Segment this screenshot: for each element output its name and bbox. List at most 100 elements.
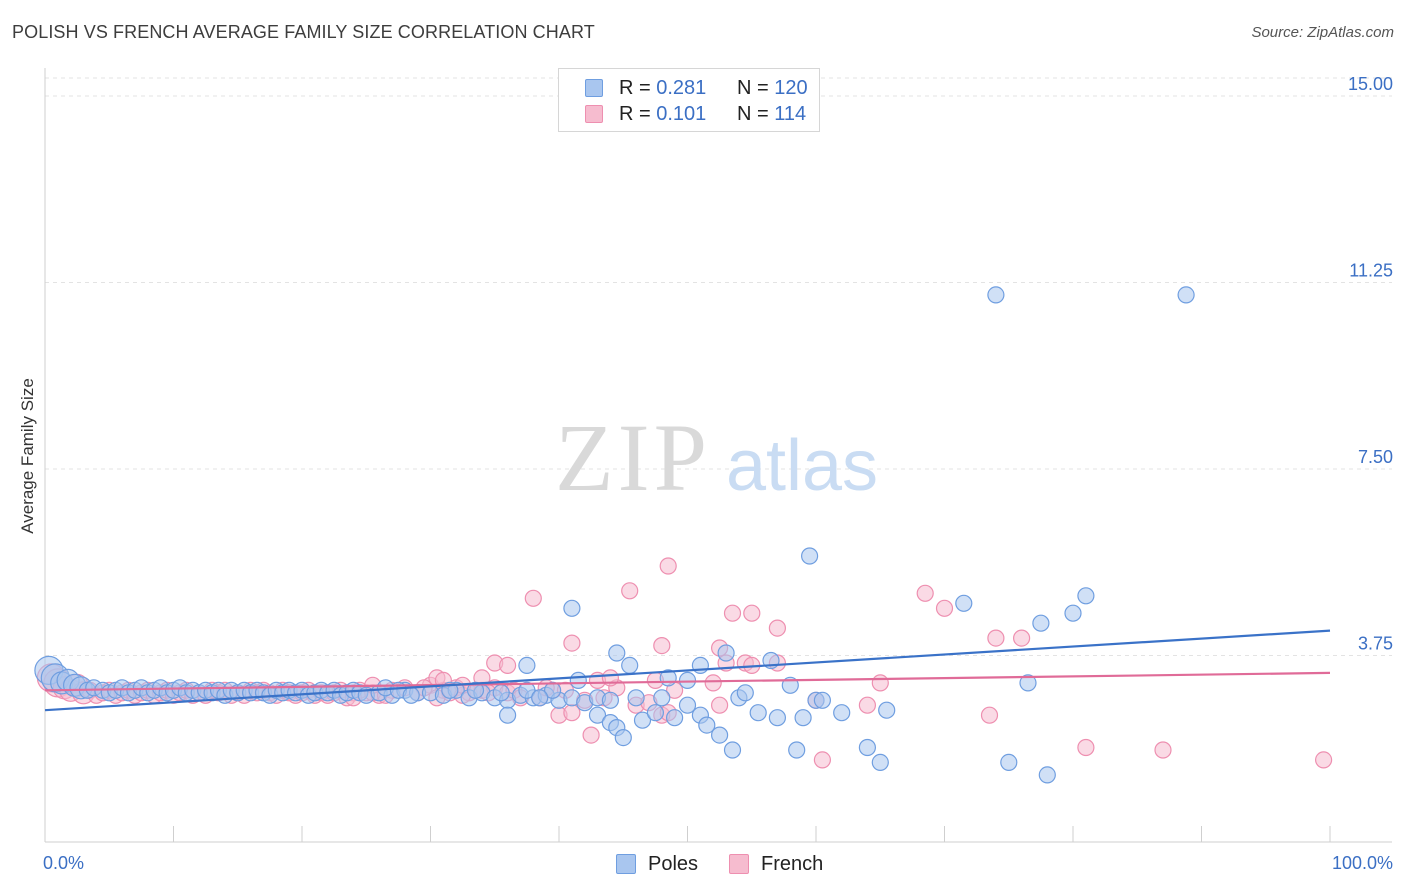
french-point-110 [743, 604, 761, 622]
poles-trend-line [44, 629, 1331, 712]
axes [44, 68, 1392, 843]
poles-point-98 [794, 709, 812, 727]
poles-point-102 [563, 599, 581, 617]
poles-point-108 [717, 644, 735, 662]
french-point-119 [987, 629, 1005, 647]
french-point-106 [621, 582, 639, 600]
poles-point-74 [518, 681, 536, 699]
tick-labels: 3.75 7.50 11.25 15.00 0.0% 100.0% [43, 74, 1393, 873]
french-point-107 [659, 557, 677, 575]
poles-point-115 [878, 701, 896, 719]
french-point-116 [916, 584, 934, 602]
y-tick-label-0: 3.75 [1358, 634, 1393, 654]
french-r-label: R = [619, 102, 651, 125]
french-legend-swatch [729, 854, 749, 874]
french-point-118 [980, 706, 999, 724]
french-r-value: 0.101 [656, 102, 707, 125]
french-point-96 [704, 674, 722, 692]
poles-point-113 [858, 738, 877, 757]
legend-item-french[interactable]: French [729, 852, 823, 876]
french-point-121 [1077, 738, 1095, 757]
poles-n-label: N = [737, 76, 769, 99]
poles-point-88 [665, 709, 684, 727]
french-point-111 [768, 619, 787, 637]
y-axis-label: Average Family Size [18, 378, 37, 534]
y-tick-label-3: 15.00 [1348, 74, 1393, 94]
stats-row-poles: R = 0.281 N = 120 [585, 77, 808, 99]
poles-point-80 [588, 706, 607, 724]
poles-point-93 [723, 741, 742, 759]
french-point-114 [858, 696, 877, 714]
poles-point-119 [955, 594, 973, 612]
grid-lines [45, 77, 1392, 656]
poles-r-value: 0.281 [656, 76, 707, 99]
poles-point-76 [402, 686, 420, 704]
poles-r-label: R = [619, 76, 651, 99]
french-point-109 [723, 604, 742, 622]
watermark: ZIP atlas [555, 404, 878, 511]
french-legend-label: French [761, 852, 824, 875]
poles-point-85 [633, 711, 652, 729]
legend-item-poles[interactable]: Poles [616, 852, 698, 876]
stats-legend: R = 0.281 N = 120 R = 0.101 N = 114 [558, 68, 820, 132]
poles-point-122 [1032, 614, 1050, 632]
poles-point-77 [499, 706, 517, 724]
french-point-122 [1154, 741, 1172, 759]
poles-point-123 [1064, 604, 1082, 622]
french-n-label: N = [737, 102, 769, 125]
poles-points [34, 286, 1195, 784]
poles-point-73 [492, 684, 510, 702]
poles-point-112 [813, 691, 832, 709]
poles-point-84 [627, 689, 645, 707]
poles-point-124 [1077, 587, 1095, 605]
poles-point-101 [518, 656, 536, 675]
poles-point-79 [569, 671, 587, 690]
french-points [36, 557, 1333, 769]
french-point-120 [1012, 629, 1031, 647]
poles-point-121 [1019, 674, 1037, 692]
poles-point-95 [749, 704, 767, 722]
poles-point-91 [698, 716, 716, 734]
poles-point-92 [710, 726, 729, 744]
french-point-108 [710, 696, 729, 714]
y-tick-label-2: 11.25 [1349, 261, 1393, 281]
poles-point-83 [614, 728, 632, 747]
poles-point-120 [1000, 753, 1018, 772]
poles-point-116 [800, 547, 819, 565]
french-point-101 [653, 636, 671, 655]
poles-point-86 [646, 704, 665, 722]
watermark-atlas: atlas [726, 426, 878, 506]
poles-point-118 [1177, 286, 1195, 304]
chart-title: POLISH VS FRENCH AVERAGE FAMILY SIZE COR… [12, 22, 595, 42]
poles-point-100 [833, 704, 851, 722]
poles-point-103 [608, 644, 626, 662]
poles-point-78 [531, 689, 549, 707]
poles-legend-label: Poles [648, 852, 699, 875]
french-point-117 [935, 599, 954, 617]
poles-point-96 [768, 709, 787, 727]
french-point-90 [499, 656, 517, 675]
poles-point-87 [653, 689, 671, 707]
french-trend-line [44, 671, 1331, 692]
poles-point-89 [678, 696, 697, 714]
poles-swatch [585, 79, 603, 97]
poles-point-106 [678, 671, 697, 690]
french-point-103 [524, 589, 542, 607]
french-swatch [585, 105, 603, 123]
french-point-105 [582, 726, 600, 744]
x-tick-label-start: 0.0% [43, 853, 84, 873]
french-point-123 [1314, 751, 1333, 769]
poles-point-109 [736, 684, 754, 702]
poles-point-114 [871, 753, 889, 772]
french-n-value: 114 [774, 102, 807, 125]
poles-point-104 [621, 656, 639, 675]
x-tick-label-end: 100.0% [1332, 853, 1393, 873]
poles-point-97 [788, 741, 806, 759]
y-tick-label-1: 7.50 [1358, 447, 1393, 467]
poles-point-72 [466, 681, 485, 699]
poles-point-117 [987, 286, 1005, 304]
poles-legend-swatch [616, 854, 636, 874]
poles-point-125 [1038, 766, 1056, 784]
poles-n-value: 120 [774, 76, 808, 99]
